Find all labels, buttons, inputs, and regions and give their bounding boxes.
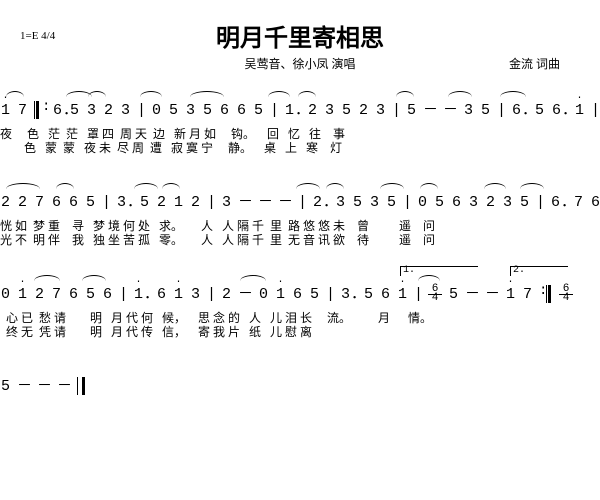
lyric-line-2: 色 蒙 蒙 夜 未 尽 周 遭 寂 寞 宁 静。 桌 上 寒 灯 [0,142,600,156]
staff-line: 5－－－ [0,374,600,400]
volta-bracket: 1. [400,266,478,276]
tie-arc [162,183,180,189]
tie-arc [6,183,40,189]
time-signature: 64 [428,285,442,303]
tie-arc [484,183,506,189]
key-signature: 1=E 4/4 [20,30,55,42]
notation-row: 17:6．5323|0535665|1．23523|5－－35|6．56．1| [0,98,600,124]
barline: | [591,102,599,119]
tie-arc [520,183,544,189]
performer-credit: 吴莺音、徐小凤 演唱 [244,55,355,72]
tie-arc [6,91,24,97]
lyric-line-1: 心 已 愁 请 明 月 代 何 候， 思 念 的 人 儿 泪 长 流。 月 情。 [0,312,600,326]
staff-line: 17:6．5323|0535665|1．23523|5－－35|6．56．1| 夜… [0,98,600,156]
tie-arc [56,183,74,189]
tie-arc [190,91,224,97]
barline: | [403,194,411,211]
barline: | [326,286,334,303]
tie-arc [380,183,404,189]
tie-arc [88,91,106,97]
barline: | [102,194,110,211]
tie-arc [34,275,60,281]
tie-arc [82,275,106,281]
final-barline [77,377,85,395]
barline: | [536,194,544,211]
tie-arc [420,183,438,189]
tie-arc [448,91,472,97]
barline: | [298,194,306,211]
tie-arc [296,183,320,189]
notation-row: 5－－－ [0,374,600,400]
tie-arc [240,275,266,281]
song-title: 明月千里寄相思 [216,18,384,53]
barline: | [270,102,278,119]
barline: | [392,102,400,119]
staff-line: 0127656|1．613|2－0165|3．561|645－－17:641.2… [0,282,600,340]
tie-arc [500,91,526,97]
time-signature: 64 [559,285,573,303]
tie-arc [134,183,158,189]
tie-arc [326,183,344,189]
tie-arc [140,91,162,97]
composer-credit: 金流 词曲 [509,55,560,72]
notation-row: 0127656|1．613|2－0165|3．561|645－－17:641.2… [0,282,600,308]
barline: | [207,286,215,303]
volta-bracket: 2. [510,266,568,276]
tie-arc [298,91,316,97]
tie-arc [396,91,414,97]
barline: | [497,102,505,119]
notation-row: 227665|3．5212|3－－－|2．3535|0563235|6．7656 [0,190,600,216]
barline: | [137,102,145,119]
lyric-line-2: 终 无 凭 请 明 月 代 传 信， 寄 我 片 纸 儿 慰 离 [0,326,600,340]
barline: | [119,286,127,303]
barline: | [414,286,422,303]
lyric-line-1: 夜 色 茫 茫 罩 四 周 天 边 新 月 如 钩。 回 忆 往 事 [0,128,600,142]
lyric-line-2: 光 不 明 伴 我 独 坐 苦 孤 零。 人 人 隔 千 里 无 音 讯 欲 待… [0,234,600,248]
tie-arc [268,91,290,97]
barline: | [207,194,215,211]
lyric-line-1: 恍 如 梦 重 寻 梦 境 何 处 求。 人 人 隔 千 里 路 悠 悠 未 曾… [0,220,600,234]
staff-line: 227665|3．5212|3－－－|2．3535|0563235|6．7656… [0,190,600,248]
